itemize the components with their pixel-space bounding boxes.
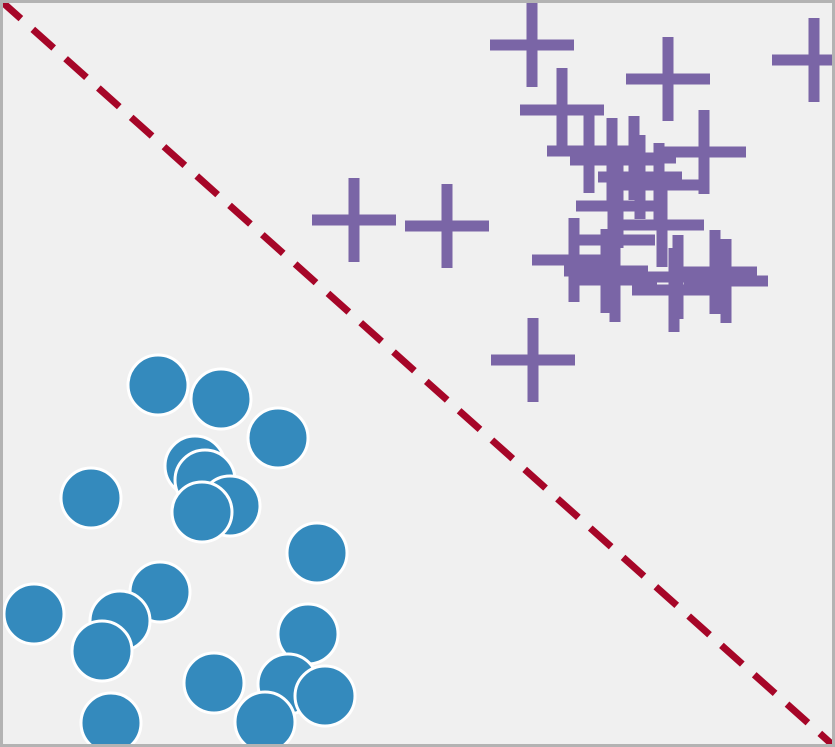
plus-marker — [490, 3, 574, 87]
circle-marker — [189, 367, 253, 431]
circle-marker — [285, 521, 349, 585]
plus-marker — [564, 229, 648, 313]
circle-marker — [59, 466, 123, 530]
plus-marker — [772, 18, 832, 102]
scatter-plot — [3, 3, 832, 744]
plus-marker — [673, 230, 757, 314]
plus-marker — [684, 239, 768, 323]
circle-marker — [70, 619, 134, 683]
decision-boundary-line — [3, 3, 832, 744]
plus-marker — [491, 318, 575, 402]
plus-marker — [626, 37, 710, 121]
marker-layer — [3, 3, 832, 744]
circle-marker — [233, 690, 297, 744]
circle-marker — [182, 651, 246, 715]
circle-marker — [126, 353, 190, 417]
plus-marker — [620, 183, 704, 267]
decision-boundary-layer — [3, 3, 832, 744]
circle-marker — [293, 664, 357, 728]
circle-marker — [3, 582, 66, 646]
plus-marker — [312, 178, 396, 262]
plus-marker — [662, 110, 746, 194]
plus-marker — [405, 184, 489, 268]
circle-marker — [79, 691, 143, 744]
plus-marker — [632, 248, 716, 332]
circle-marker — [246, 406, 310, 470]
circle-marker — [170, 480, 234, 544]
